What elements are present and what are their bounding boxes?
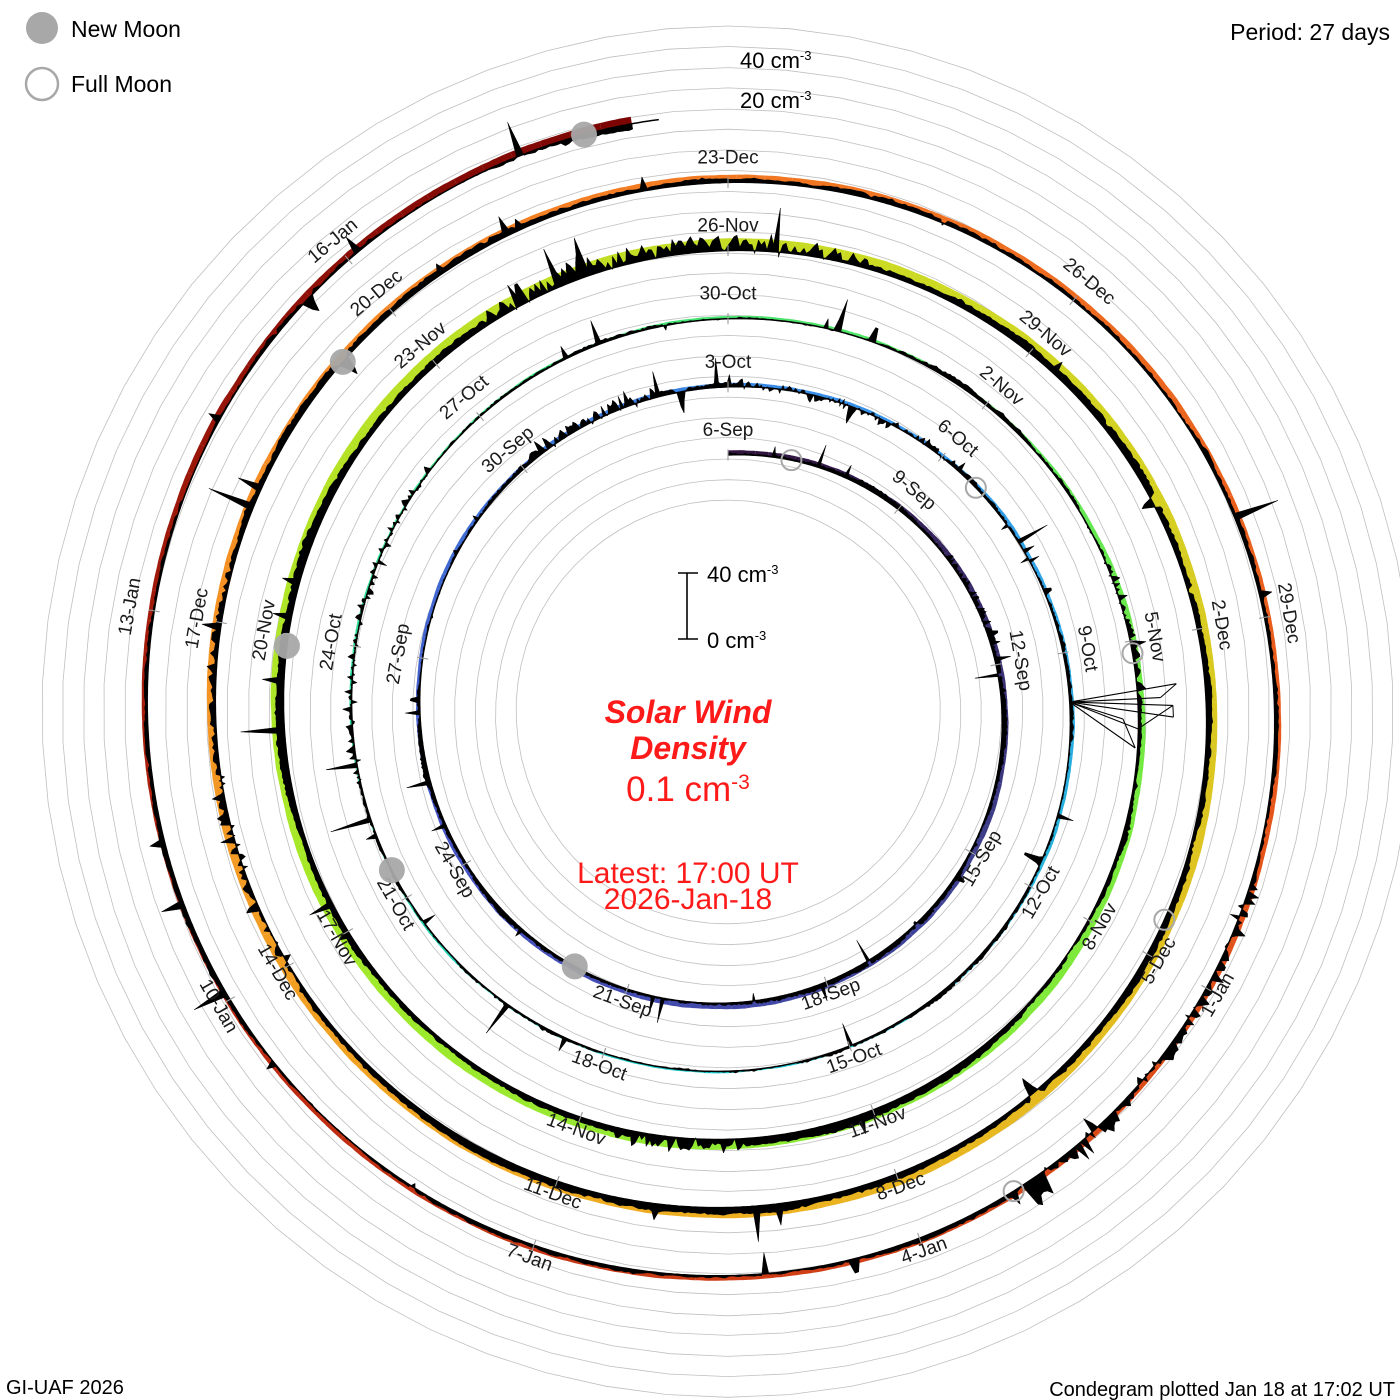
svg-text:26-Nov: 26-Nov xyxy=(697,216,759,237)
svg-text:GI-UAF 2026: GI-UAF 2026 xyxy=(6,1377,124,1399)
svg-text:Density: Density xyxy=(630,730,748,766)
svg-text:2026-Jan-18: 2026-Jan-18 xyxy=(604,883,772,916)
svg-text:3-Oct: 3-Oct xyxy=(705,352,752,373)
svg-text:30-Oct: 30-Oct xyxy=(699,284,757,305)
svg-text:Full Moon: Full Moon xyxy=(71,71,172,97)
svg-text:6-Sep: 6-Sep xyxy=(703,420,754,441)
svg-text:23-Dec: 23-Dec xyxy=(697,147,758,168)
svg-text:Solar Wind: Solar Wind xyxy=(605,694,773,730)
svg-text:New Moon: New Moon xyxy=(71,16,181,42)
svg-text:Period: 27 days: Period: 27 days xyxy=(1230,19,1390,45)
svg-text:Condegram plotted Jan 18 at 17: Condegram plotted Jan 18 at 17:02 UT xyxy=(1049,1379,1395,1400)
